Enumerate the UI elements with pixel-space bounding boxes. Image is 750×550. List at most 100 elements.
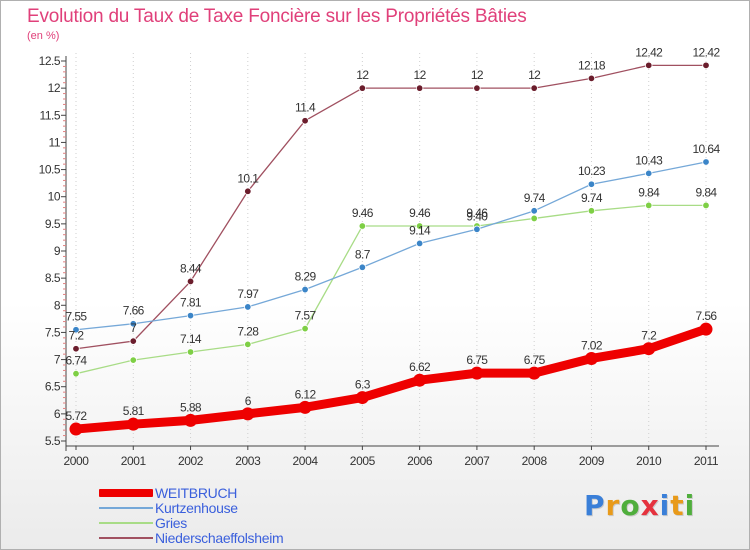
x-tick-label-2011: 2011 bbox=[694, 454, 719, 468]
data-point-kurtzenhouse-2009 bbox=[587, 180, 596, 188]
data-label-gries-2003: 7.28 bbox=[237, 324, 259, 338]
data-label-weitbruch-2001: 5.81 bbox=[123, 404, 145, 418]
data-point-weitbruch-2001 bbox=[126, 417, 140, 431]
data-point-weitbruch-2007 bbox=[470, 366, 484, 380]
series-line-gries bbox=[75, 204, 707, 375]
data-point-gries-2011 bbox=[702, 201, 710, 210]
data-point-kurtzenhouse-2005 bbox=[358, 263, 367, 271]
data-label-gries-2006: 9.46 bbox=[409, 206, 431, 220]
data-point-weitbruch-2009 bbox=[584, 351, 598, 365]
series-line-weitbruch bbox=[71, 324, 711, 434]
legend-swatch-niederschaeffolsheim bbox=[99, 537, 153, 539]
x-tick-label-2004: 2004 bbox=[293, 454, 319, 468]
data-label-gries-2007: 9.46 bbox=[466, 206, 488, 220]
x-tick-label-2006: 2006 bbox=[407, 454, 433, 468]
proxiti-logo: Proxiti bbox=[584, 489, 695, 522]
data-label-niederschaeffolsheim-2005: 12 bbox=[356, 68, 369, 82]
y-tick-label-12.5: 12.5 bbox=[39, 54, 61, 68]
data-point-gries-2006 bbox=[415, 222, 424, 230]
data-point-niederschaeffolsheim-2007 bbox=[473, 84, 481, 92]
data-point-gries-2002 bbox=[186, 348, 195, 356]
data-point-weitbruch-2011 bbox=[699, 322, 713, 336]
series-line-niederschaeffolsheim bbox=[75, 64, 707, 350]
data-label-gries-2009: 9.74 bbox=[581, 191, 603, 205]
data-label-kurtzenhouse-2006: 9.14 bbox=[409, 223, 431, 237]
data-label-kurtzenhouse-2002: 7.81 bbox=[180, 296, 202, 310]
x-tick-label-2002: 2002 bbox=[178, 454, 204, 468]
data-label-niederschaeffolsheim-2000: 7.2 bbox=[69, 329, 85, 343]
data-label-kurtzenhouse-2004: 8.29 bbox=[295, 270, 317, 284]
y-tick-label-10.5: 10.5 bbox=[39, 163, 61, 177]
series-group bbox=[69, 61, 713, 436]
logo-letter: o bbox=[620, 489, 641, 522]
y-tick-label-8: 8 bbox=[54, 298, 61, 312]
logo-letter: x bbox=[640, 489, 660, 522]
data-point-niederschaeffolsheim-2010 bbox=[645, 61, 653, 70]
data-label-weitbruch-2000: 5.72 bbox=[66, 409, 88, 423]
data-labels: 7.2 7 8.44 10.1 11.4 12 12 12 12 12.18 12.42 12.42 6… bbox=[66, 45, 722, 423]
legend-swatch-kurtzenhouse bbox=[99, 507, 153, 509]
data-point-gries-2010 bbox=[645, 201, 653, 210]
y-tick-label-5.5: 5.5 bbox=[45, 434, 61, 448]
logo-letter: t bbox=[670, 489, 685, 522]
data-point-kurtzenhouse-2006 bbox=[415, 239, 424, 248]
y-tick-label-11.5: 11.5 bbox=[40, 108, 61, 122]
data-point-gries-2008 bbox=[530, 214, 538, 223]
data-label-gries-2002: 7.14 bbox=[180, 332, 202, 346]
data-point-kurtzenhouse-2000 bbox=[72, 326, 80, 334]
data-point-gries-2003 bbox=[244, 340, 252, 349]
data-label-kurtzenhouse-2005: 8.7 bbox=[355, 247, 371, 261]
data-point-weitbruch-2008 bbox=[527, 366, 541, 380]
legend-swatch-weitbruch bbox=[99, 489, 153, 497]
data-label-gries-2010: 9.84 bbox=[638, 185, 660, 199]
data-label-kurtzenhouse-2003: 7.97 bbox=[237, 287, 259, 301]
data-label-gries-2011: 9.84 bbox=[696, 185, 718, 199]
data-point-kurtzenhouse-2011 bbox=[702, 158, 710, 166]
data-label-kurtzenhouse-2011: 10.64 bbox=[692, 142, 720, 156]
data-point-weitbruch-2003 bbox=[241, 407, 255, 421]
data-point-niederschaeffolsheim-2009 bbox=[587, 74, 596, 83]
data-label-niederschaeffolsheim-2003: 10.1 bbox=[237, 171, 259, 185]
data-label-weitbruch-2008: 6.75 bbox=[524, 353, 546, 367]
data-point-niederschaeffolsheim-2008 bbox=[530, 84, 538, 92]
data-point-kurtzenhouse-2003 bbox=[244, 303, 252, 311]
legend-label-niederschaeffolsheim: Niederschaeffolsheim bbox=[155, 530, 284, 546]
data-point-weitbruch-2006 bbox=[413, 373, 427, 387]
x-tick-label-2001: 2001 bbox=[121, 454, 147, 468]
legend-swatch-gries bbox=[99, 522, 153, 524]
data-label-kurtzenhouse-2010: 10.43 bbox=[635, 153, 663, 167]
x-tick-label-2005: 2005 bbox=[350, 454, 376, 468]
data-point-gries-2004 bbox=[301, 324, 309, 333]
data-point-weitbruch-2000 bbox=[69, 422, 83, 436]
data-point-kurtzenhouse-2001 bbox=[129, 320, 137, 328]
data-point-gries-2009 bbox=[587, 207, 596, 215]
data-point-niederschaeffolsheim-2011 bbox=[702, 61, 710, 70]
x-tick-label-2003: 2003 bbox=[235, 454, 261, 468]
data-label-weitbruch-2011: 7.56 bbox=[696, 309, 718, 323]
data-label-kurtzenhouse-2000: 7.55 bbox=[66, 310, 88, 324]
data-point-niederschaeffolsheim-2002 bbox=[186, 277, 195, 286]
data-point-kurtzenhouse-2008 bbox=[530, 207, 538, 215]
data-label-gries-2000: 6.74 bbox=[66, 354, 88, 368]
data-label-kurtzenhouse-2009: 10.23 bbox=[578, 164, 606, 178]
data-label-weitbruch-2005: 6.3 bbox=[355, 378, 371, 392]
legend-label-weitbruch: WEITBRUCH bbox=[155, 485, 238, 501]
data-label-niederschaeffolsheim-2001: 7 bbox=[130, 321, 137, 335]
data-point-weitbruch-2005 bbox=[355, 391, 369, 405]
data-point-gries-2000 bbox=[72, 369, 80, 378]
data-label-niederschaeffolsheim-2007: 12 bbox=[471, 68, 484, 82]
data-point-kurtzenhouse-2010 bbox=[645, 169, 653, 178]
data-point-gries-2001 bbox=[129, 356, 137, 364]
data-label-weitbruch-2003: 6 bbox=[245, 394, 252, 408]
y-tick-label-7.5: 7.5 bbox=[45, 325, 61, 339]
data-label-niederschaeffolsheim-2002: 8.44 bbox=[180, 261, 202, 275]
data-label-weitbruch-2002: 5.88 bbox=[180, 400, 202, 414]
legend-label-gries: Gries bbox=[155, 515, 187, 531]
data-label-kurtzenhouse-2001: 7.66 bbox=[123, 304, 145, 318]
data-label-weitbruch-2004: 6.12 bbox=[295, 387, 317, 401]
data-point-niederschaeffolsheim-2004 bbox=[301, 117, 309, 125]
data-point-niederschaeffolsheim-2003 bbox=[244, 187, 252, 195]
data-label-niederschaeffolsheim-2008: 12 bbox=[528, 68, 541, 82]
